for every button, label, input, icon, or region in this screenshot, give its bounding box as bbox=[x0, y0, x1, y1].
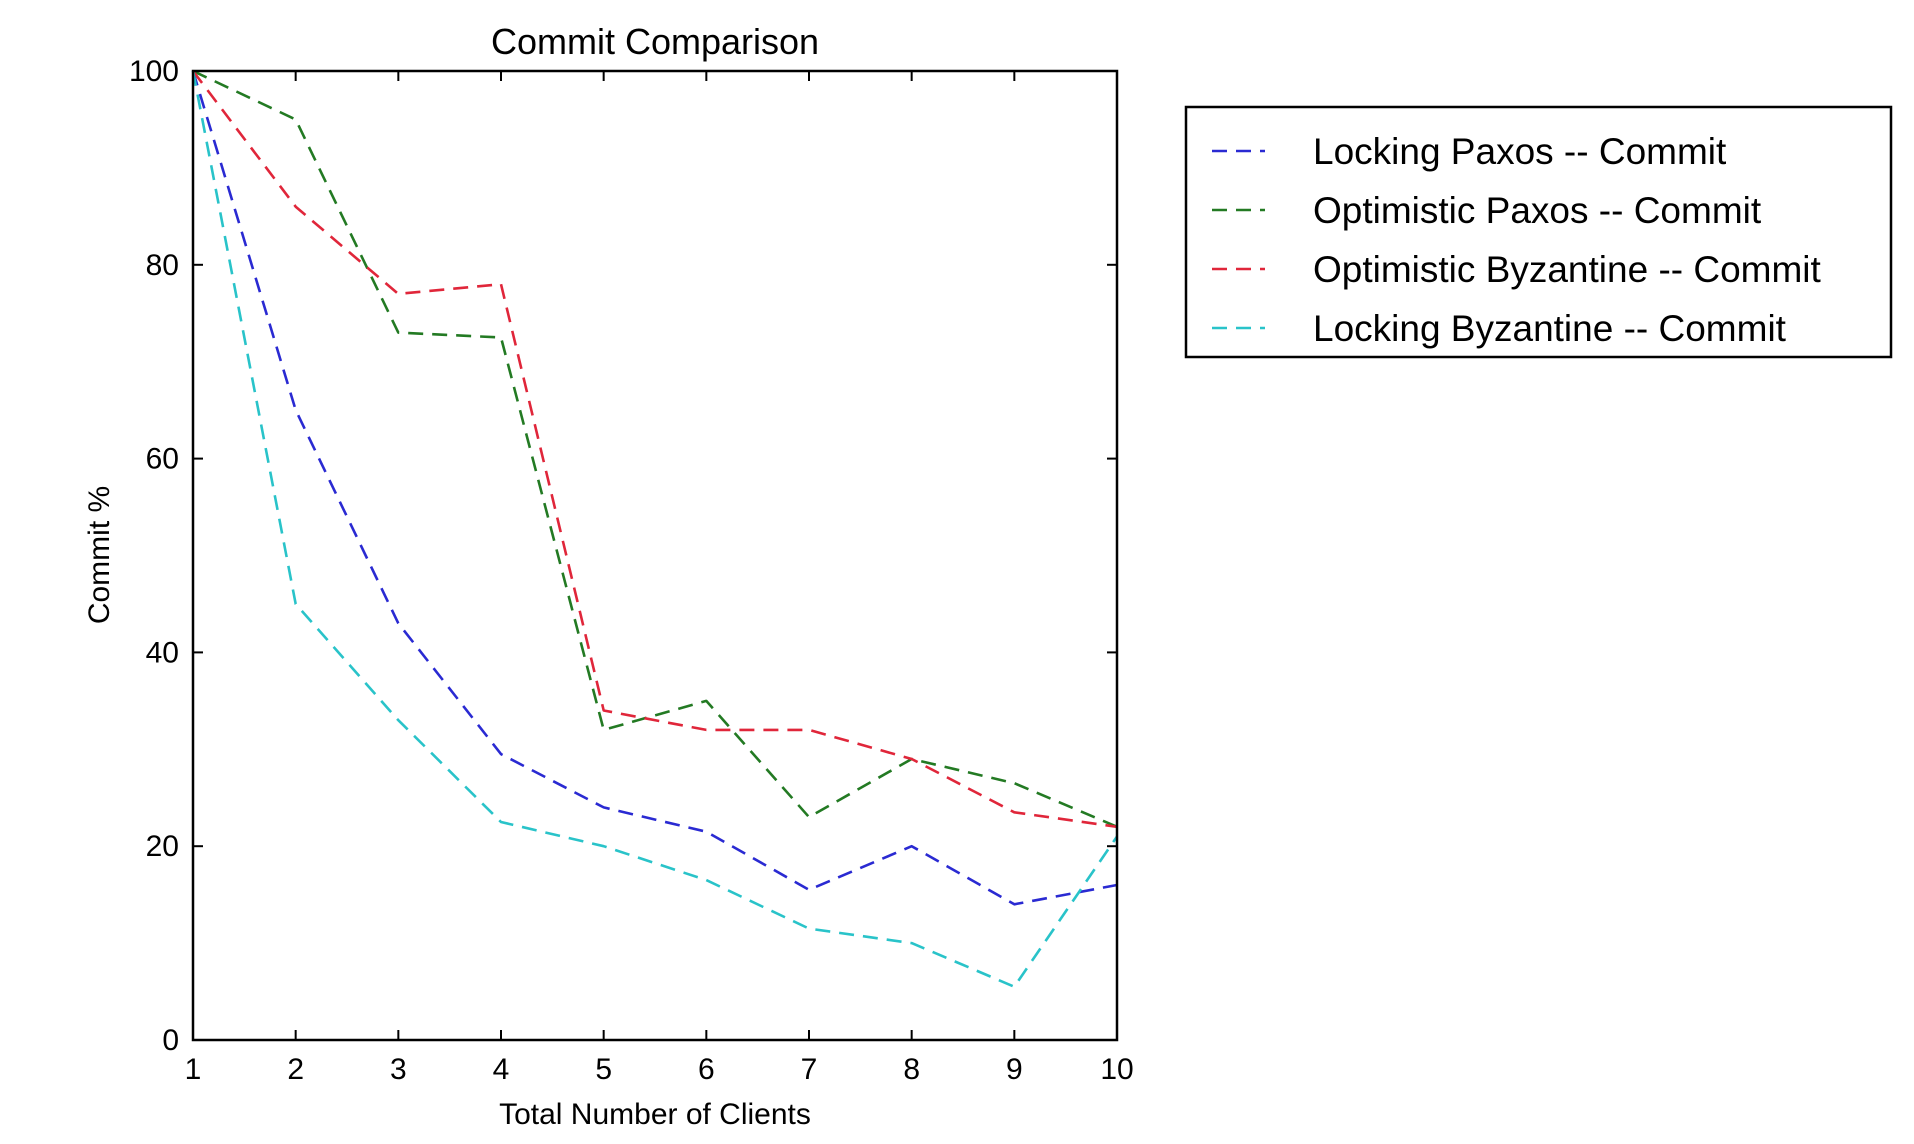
x-tick-label: 5 bbox=[595, 1053, 612, 1086]
x-tick-label: 9 bbox=[1006, 1053, 1023, 1086]
series-line-3 bbox=[191, 70, 1118, 829]
series-line-2 bbox=[192, 69, 1118, 828]
y-tick-label: 60 bbox=[146, 443, 179, 476]
x-tick-label: 4 bbox=[493, 1053, 510, 1086]
legend-label-4: Locking Byzantine -- Commit bbox=[1313, 308, 1787, 349]
y-tick-label: 20 bbox=[146, 830, 179, 863]
x-tick-label: 3 bbox=[390, 1053, 407, 1086]
y-tick-label: 0 bbox=[162, 1024, 179, 1057]
x-axis-label: Total Number of Clients bbox=[499, 1098, 811, 1131]
series-line-1 bbox=[191, 70, 1118, 906]
legend-label-2: Optimistic Paxos -- Commit bbox=[1313, 190, 1762, 231]
x-tick-label: 2 bbox=[287, 1053, 304, 1086]
y-axis-label: Commit % bbox=[83, 486, 116, 624]
x-tick-label: 10 bbox=[1100, 1053, 1133, 1086]
x-tick-label: 6 bbox=[698, 1053, 715, 1086]
x-tick-label: 8 bbox=[903, 1053, 920, 1086]
y-tick-label: 40 bbox=[146, 636, 179, 669]
x-tick-label: 1 bbox=[185, 1053, 202, 1086]
y-tick-label: 100 bbox=[129, 55, 179, 88]
legend-label-1: Locking Paxos -- Commit bbox=[1313, 131, 1727, 172]
series-line-4 bbox=[191, 70, 1119, 989]
plot-frame bbox=[191, 69, 1119, 1042]
legend-label-3: Optimistic Byzantine -- Commit bbox=[1313, 249, 1822, 290]
y-tick-label: 80 bbox=[146, 249, 179, 282]
legend-frame bbox=[1184, 105, 1893, 359]
legend: Locking Paxos -- Commit Optimistic Paxos … bbox=[1184, 105, 1893, 359]
chart-title: Commit Comparison bbox=[491, 21, 819, 62]
x-tick-label: 7 bbox=[801, 1053, 818, 1086]
